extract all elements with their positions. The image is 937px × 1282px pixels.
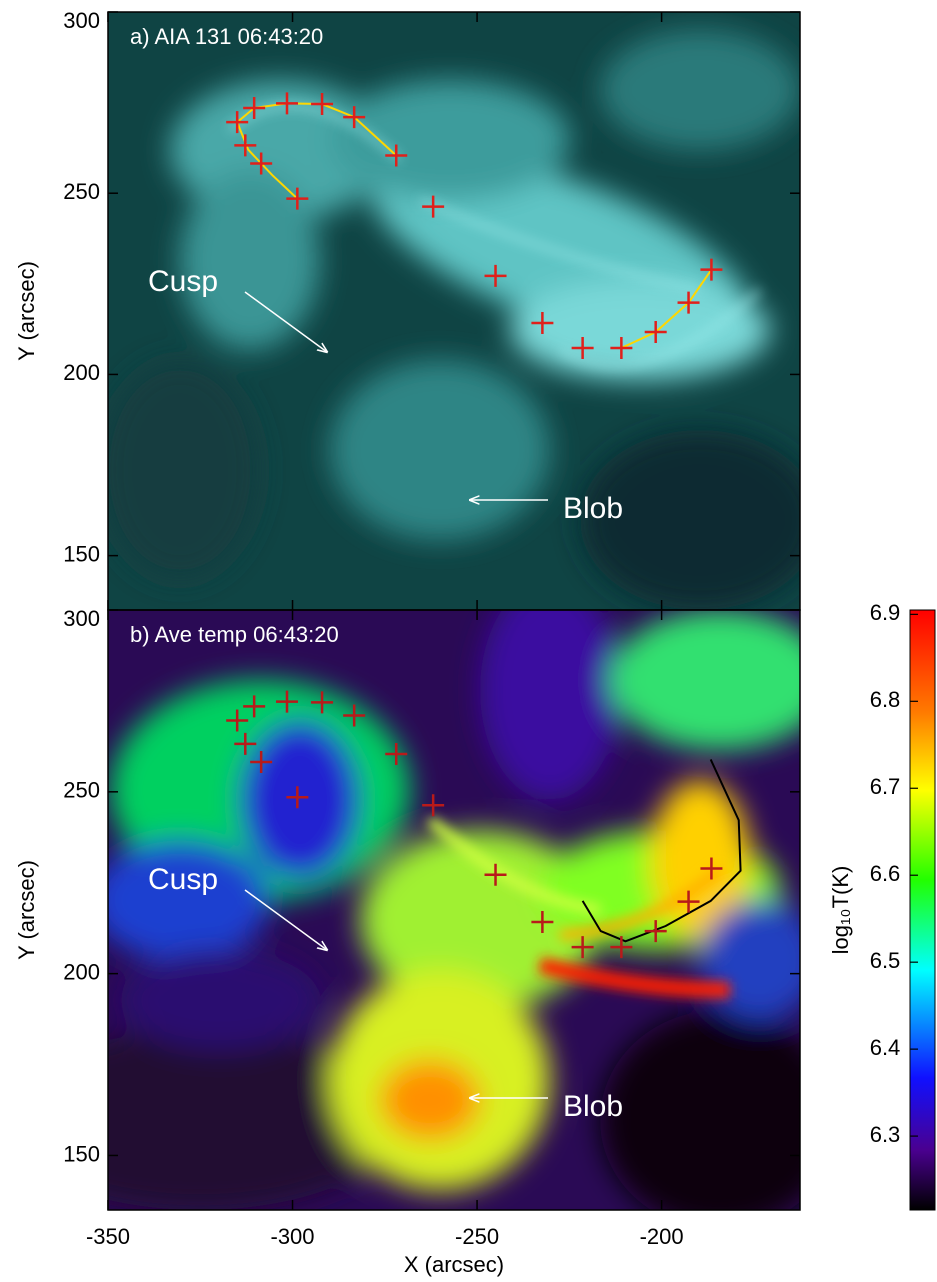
y-axis-label: Y (arcsec): [14, 261, 39, 361]
x-tick-label: -250: [455, 1224, 499, 1249]
marker: [677, 291, 700, 314]
curve: [581, 759, 742, 943]
marker: [531, 311, 554, 334]
annotation: Blob: [563, 492, 623, 525]
marker: [422, 195, 445, 218]
annotation: Cusp: [148, 863, 218, 896]
y-tick-label: 250: [63, 778, 100, 803]
marker: [226, 709, 249, 732]
annotation: Cusp: [148, 265, 218, 298]
x-tick-label: -300: [271, 1224, 315, 1249]
colorbar-tick-label: 6.8: [870, 687, 901, 712]
marker: [610, 936, 633, 959]
marker: [226, 111, 249, 134]
marker: [250, 751, 273, 773]
marker: [343, 106, 366, 129]
panel-title: a) AIA 131 06:43:20: [130, 24, 323, 49]
marker: [644, 321, 667, 344]
marker: [250, 152, 273, 175]
panel-frame: [107, 609, 801, 1211]
marker: [610, 336, 633, 359]
x-axis-label: X (arcsec): [404, 1252, 504, 1277]
marker: [571, 936, 594, 959]
annotation-arrow: [244, 291, 327, 352]
y-axis-label: Y (arcsec): [14, 860, 39, 960]
marker: [644, 920, 667, 943]
marker: [385, 144, 408, 167]
marker: [311, 93, 334, 116]
marker: [677, 890, 700, 913]
marker: [286, 786, 309, 809]
colorbar-tick-label: 6.3: [870, 1122, 901, 1147]
marker: [531, 911, 554, 933]
colorbar-label: log₁₀T(K): [828, 866, 853, 955]
image-b: [108, 610, 800, 1210]
x-tick-label: -200: [640, 1224, 684, 1249]
marker: [571, 336, 594, 359]
marker: [343, 704, 366, 727]
y-tick-label: 300: [63, 606, 100, 631]
y-tick-label: 200: [63, 360, 100, 385]
panel-title: b) Ave temp 06:43:20: [130, 622, 339, 647]
marker: [311, 691, 334, 714]
marker: [484, 863, 507, 886]
x-tick-label: -350: [86, 1224, 130, 1249]
colorbar: [909, 609, 936, 1211]
marker: [286, 187, 309, 210]
colorbar-tick-label: 6.7: [870, 774, 901, 799]
y-tick-label: 150: [63, 541, 100, 566]
marker: [234, 732, 257, 755]
marker: [700, 258, 723, 281]
y-tick-label: 150: [63, 1141, 100, 1166]
colorbar-tick-label: 6.6: [870, 861, 901, 886]
annotation-arrow: [244, 889, 327, 950]
marker: [275, 92, 298, 115]
marker: [275, 690, 298, 713]
y-tick-label: 250: [63, 179, 100, 204]
colorbar-tick-label: 6.4: [870, 1035, 901, 1060]
y-tick-label: 300: [63, 8, 100, 33]
colorbar-tick-label: 6.5: [870, 948, 901, 973]
marker: [484, 264, 507, 287]
marker: [234, 134, 257, 157]
marker: [385, 743, 408, 765]
colorbar-tick-label: 6.9: [870, 600, 901, 625]
marker: [243, 97, 266, 120]
marker: [243, 695, 266, 718]
image-a: [108, 12, 800, 610]
marker: [422, 794, 445, 817]
marker: [700, 857, 723, 880]
annotation: Blob: [563, 1090, 623, 1123]
y-tick-label: 200: [63, 959, 100, 984]
